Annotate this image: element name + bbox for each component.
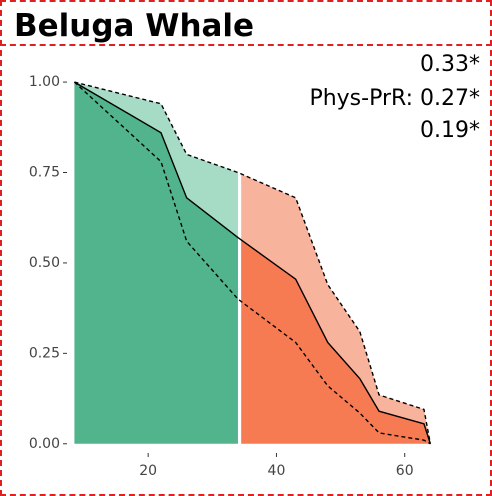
upper-bound-line (74, 81, 432, 444)
x-tick-label: 20 (139, 463, 157, 479)
annotation-line-3: 0.19* (420, 118, 480, 143)
y-tick-label: 1.00 (29, 74, 60, 90)
axes: 0.00 0.25 0.50 0.75 1.00 20 40 60 (29, 74, 414, 479)
x-tick-label: 60 (396, 463, 414, 479)
y-tick-label: 0.75 (29, 165, 60, 181)
x-tick-label: 40 (268, 463, 286, 479)
annotation-line-2: Phys-PrR: 0.27* (309, 86, 480, 111)
lower-bound-line (73, 81, 431, 445)
survival-fills (74, 82, 431, 444)
series-lines (73, 81, 432, 445)
y-tick-label: 0.50 (29, 255, 60, 271)
area-fill-orange (241, 239, 431, 444)
estimate-line (74, 81, 432, 444)
y-tick-label: 0.00 (29, 436, 60, 452)
ci-band-orange (241, 173, 431, 444)
annotation-line-1: 0.33* (420, 52, 480, 77)
chart-title: Beluga Whale (14, 8, 255, 44)
y-tick-label: 0.25 (29, 345, 60, 361)
title-bar: Beluga Whale (0, 0, 492, 46)
area-fill-green (74, 82, 238, 444)
